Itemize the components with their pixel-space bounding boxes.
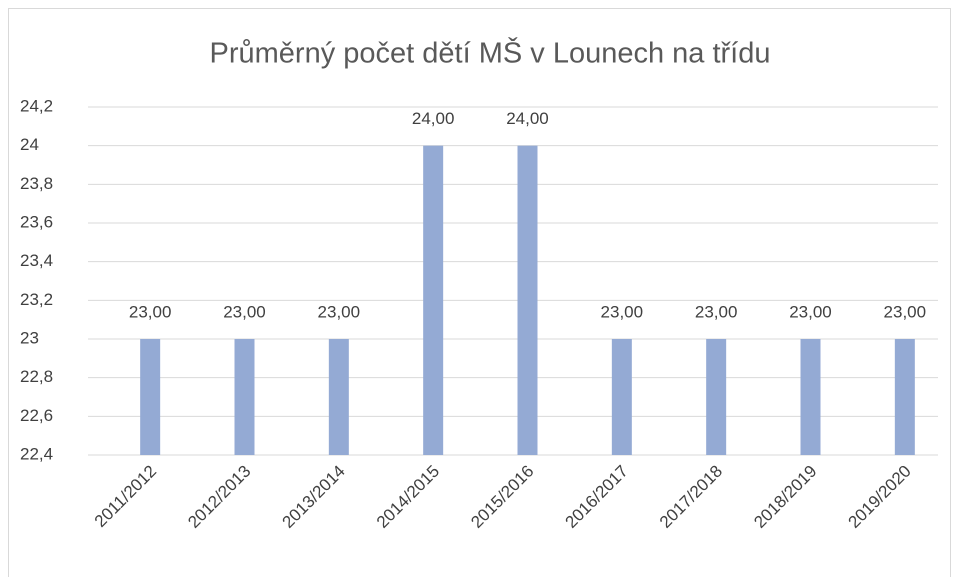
chart-title: Průměrný počet dětí MŠ v Lounech na tříd… <box>210 36 771 70</box>
data-label: 23,00 <box>223 302 266 321</box>
bar <box>423 145 444 455</box>
y-tick-label: 22,4 <box>20 444 53 463</box>
bar <box>894 339 915 455</box>
data-label: 24,00 <box>412 109 455 128</box>
bar <box>517 145 538 455</box>
data-label: 23,00 <box>695 302 738 321</box>
bar <box>800 339 821 455</box>
data-label: 24,00 <box>506 109 549 128</box>
bar <box>328 339 349 455</box>
data-label: 23,00 <box>129 302 172 321</box>
data-label: 23,00 <box>789 302 832 321</box>
chart-border <box>8 8 951 577</box>
y-tick-label: 24 <box>20 135 39 154</box>
bar <box>140 339 161 455</box>
data-label: 23,00 <box>601 302 644 321</box>
y-tick-label: 23,6 <box>20 212 53 231</box>
bar <box>234 339 255 455</box>
y-tick-label: 24,2 <box>20 96 53 115</box>
y-tick-label: 23,2 <box>20 290 53 309</box>
y-tick-label: 22,8 <box>20 367 53 386</box>
bar <box>611 339 632 455</box>
y-tick-label: 22,6 <box>20 406 53 425</box>
y-tick-label: 23,4 <box>20 251 53 270</box>
data-label: 23,00 <box>318 302 361 321</box>
y-tick-label: 23 <box>20 328 39 347</box>
bar <box>706 339 727 455</box>
data-label: 23,00 <box>884 302 927 321</box>
y-tick-label: 23,8 <box>20 174 53 193</box>
